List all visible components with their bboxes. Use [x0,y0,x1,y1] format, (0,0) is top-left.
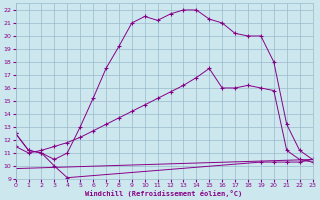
X-axis label: Windchill (Refroidissement éolien,°C): Windchill (Refroidissement éolien,°C) [85,190,243,197]
